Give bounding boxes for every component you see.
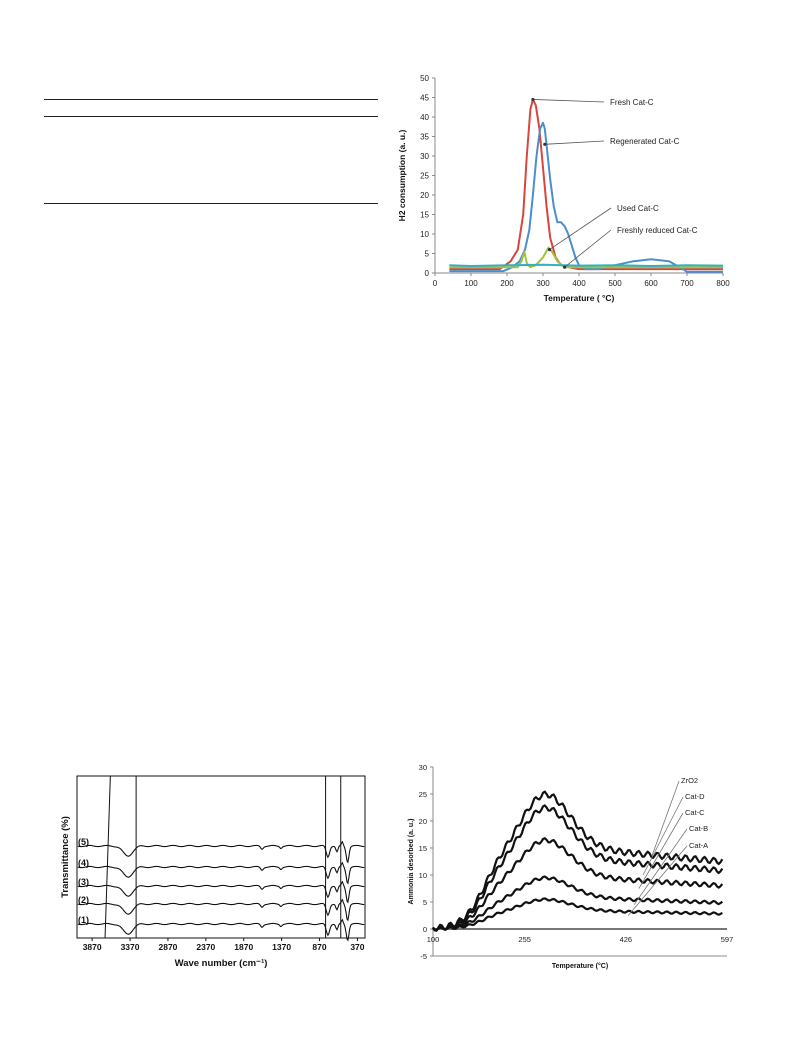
x-tick-label: 1870: [234, 942, 253, 952]
annotation-arrow-0: [651, 780, 680, 857]
annotation-arrow-2: [638, 812, 684, 889]
annotation-arrowhead-2: [547, 248, 552, 252]
y-axis-title: H2 consumption (a. u.): [397, 130, 407, 222]
y-tick-label: -5: [420, 952, 427, 961]
series-line-2: [449, 246, 723, 269]
annotation-arrow-2: [549, 207, 612, 250]
y-axis-title: Transmittance (%): [60, 816, 71, 898]
series-line-0: [449, 98, 723, 271]
y-tick-label: 0: [423, 925, 427, 934]
x-tick-label: 500: [608, 279, 622, 288]
y-tick-label: 5: [423, 898, 427, 907]
x-tick-label: 800: [716, 279, 730, 288]
x-tick-label: 300: [536, 279, 550, 288]
x-axis-title: Temperature (°C): [552, 962, 608, 970]
series-line-1: [449, 121, 723, 273]
x-tick-label: 870: [312, 942, 326, 952]
tpd-chart: -5 0 5 10 15 20 25 30 100 255 426 597 ZrO2 Cat-D Cat-C…: [408, 763, 734, 970]
y-tick-label: 20: [419, 817, 427, 826]
x-tick-label: 370: [350, 942, 364, 952]
spectrum-line-2: [77, 880, 365, 904]
annotation-arrow-3: [633, 828, 688, 905]
table-top-rule: [44, 99, 378, 100]
y-tick-label: 50: [420, 74, 429, 83]
annotation-label-3: Cat-B: [689, 824, 708, 833]
y-tick-label: 15: [420, 211, 429, 220]
x-axis-title: Temperature ( °C): [544, 293, 615, 303]
series-line-3: [432, 875, 724, 931]
y-tick-label: 0: [425, 269, 430, 278]
y-tick-label: 15: [419, 844, 427, 853]
y-axis-title: Ammonia desorbed (a. u.): [408, 819, 415, 905]
annotation-label-3: Freshly reduced Cat-C: [617, 226, 698, 235]
annotation-arrowhead-0: [531, 97, 535, 102]
guide-line-0: [104, 775, 111, 939]
x-tick-label: 700: [680, 279, 694, 288]
plot-frame: [76, 775, 366, 939]
annotation-label-1: Regenerated Cat-C: [610, 137, 680, 146]
annotation-arrow-1: [544, 140, 605, 145]
annotation-label-0: ZrO2: [681, 776, 698, 785]
annotation-arrow-1: [642, 796, 684, 876]
spectrum-line-3: [77, 898, 365, 922]
series-line-1: [432, 804, 724, 932]
spectrum-line-1: [77, 861, 365, 885]
x-tick-label: 255: [518, 935, 531, 944]
spectrum-label-0: (5): [78, 837, 89, 847]
y-tick-label: 40: [420, 113, 429, 122]
y-tick-label: 35: [420, 133, 429, 142]
y-tick-label: 30: [419, 763, 427, 772]
y-tick-label: 5: [425, 250, 430, 259]
series-line-2: [432, 837, 724, 932]
annotation-arrowhead-1: [543, 142, 547, 146]
x-tick-label: 200: [500, 279, 514, 288]
series-line-4: [432, 897, 723, 931]
spectrum-line-4: [77, 918, 365, 942]
spectrum-line-0: [77, 840, 365, 864]
y-tick-label: 10: [419, 871, 427, 880]
ftir-chart: (5) (4) (3) (2) (1) 3870 3370 2870 2370 1870 1370 8…: [60, 775, 366, 969]
annotation-arrow-3: [564, 229, 612, 268]
x-tick-label: 1370: [272, 942, 291, 952]
annotation-label-4: Cat-A: [689, 841, 708, 850]
table-bottom-rule: [44, 203, 378, 204]
x-tick-label: 2370: [196, 942, 215, 952]
x-tick-label: 426: [620, 935, 633, 944]
series-line-0: [432, 790, 724, 932]
annotation-label-1: Cat-D: [685, 792, 705, 801]
y-tick-label: 45: [420, 94, 429, 103]
annotation-arrow-0: [532, 99, 605, 103]
y-tick-label: 10: [420, 230, 429, 239]
x-tick-label: 2870: [158, 942, 177, 952]
series-line-3: [449, 263, 724, 267]
x-tick-label: 400: [572, 279, 586, 288]
spectrum-label-2: (3): [78, 877, 89, 887]
spectrum-label-3: (2): [78, 895, 89, 905]
x-axis-title: Wave number (cm⁻¹): [175, 958, 268, 969]
annotation-label-0: Fresh Cat-C: [610, 98, 654, 107]
y-tick-label: 25: [419, 790, 427, 799]
x-tick-label: 3870: [83, 942, 102, 952]
annotation-arrow-4: [627, 845, 688, 916]
spectrum-label-4: (1): [78, 915, 89, 925]
y-tick-label: 30: [420, 152, 429, 161]
y-tick-label: 25: [420, 172, 429, 181]
y-tick-label: 20: [420, 191, 429, 200]
x-tick-label: 600: [644, 279, 658, 288]
annotation-label-2: Cat-C: [685, 808, 705, 817]
x-tick-label: 597: [721, 935, 734, 944]
spectrum-label-1: (4): [78, 858, 89, 868]
annotation-arrowhead-3: [563, 265, 567, 269]
x-tick-label: 100: [464, 279, 478, 288]
x-tick-label: 100: [427, 935, 440, 944]
x-tick-label: 3370: [121, 942, 140, 952]
annotation-label-2: Used Cat-C: [617, 204, 659, 213]
table-header-rule: [44, 116, 378, 117]
x-tick-label: 0: [433, 279, 438, 288]
